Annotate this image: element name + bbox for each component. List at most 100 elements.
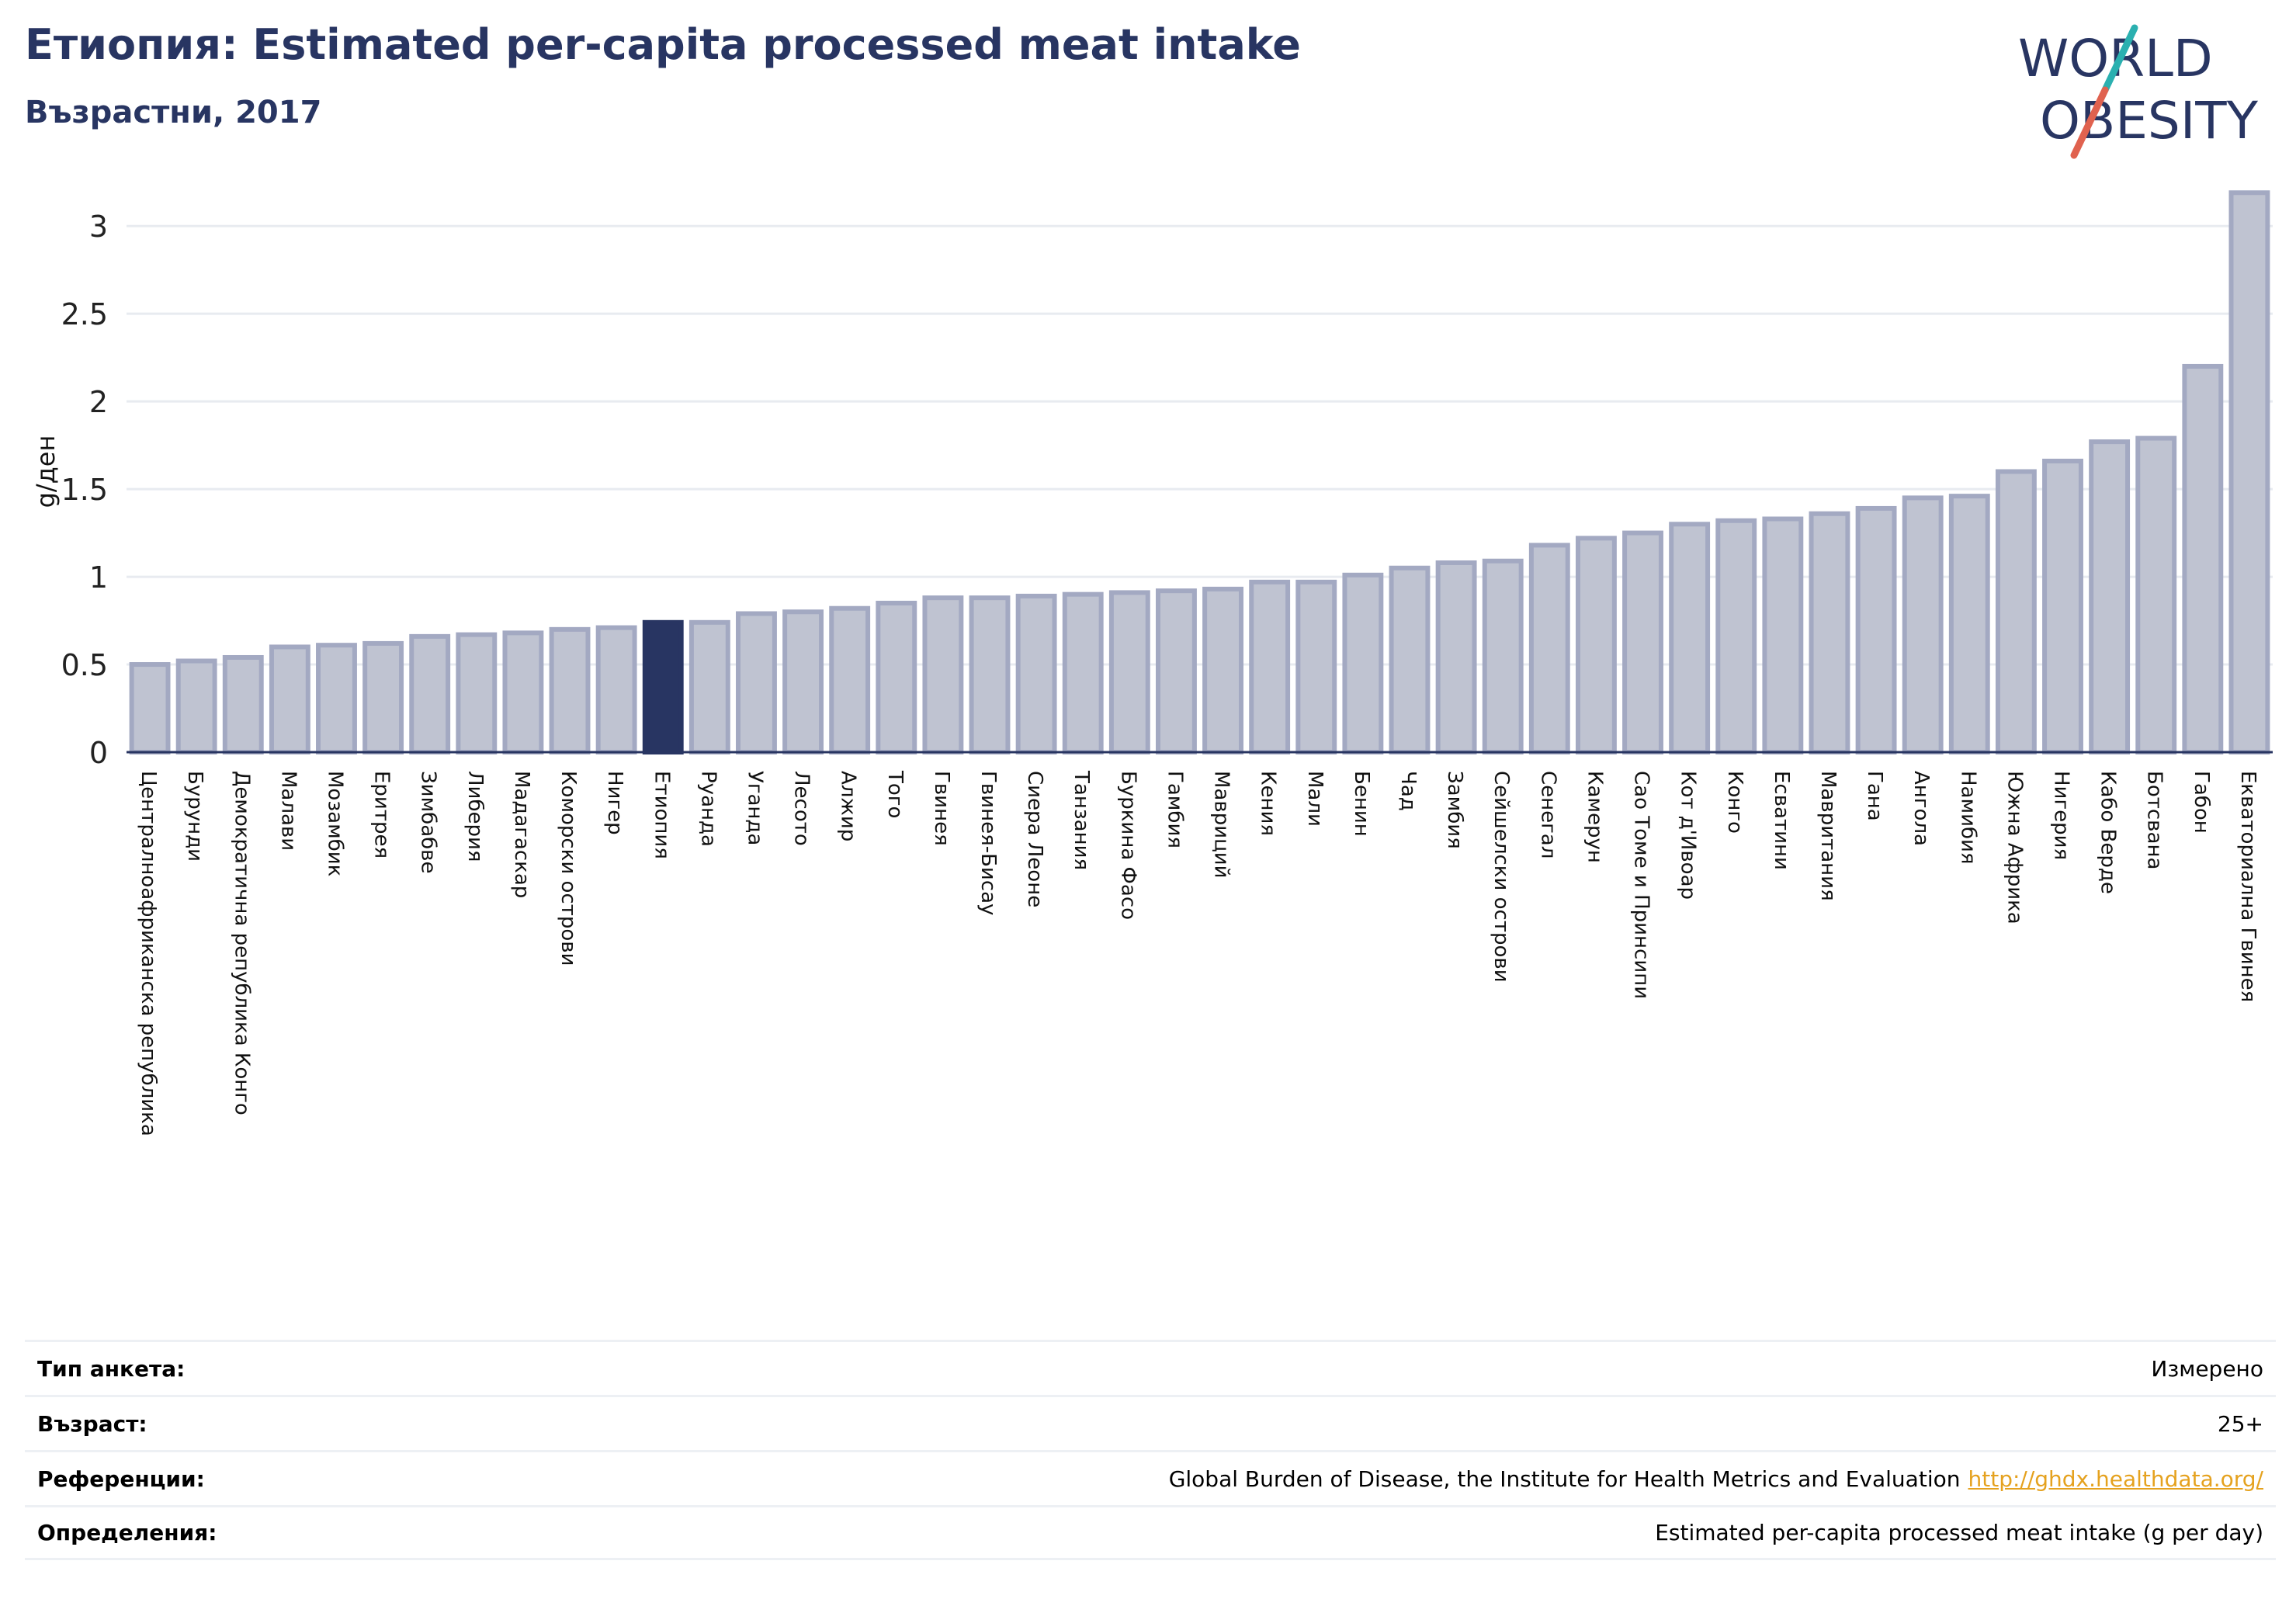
bar	[1622, 530, 1663, 754]
info-row-references: Референции: Global Burden of Disease, th…	[25, 1450, 2276, 1505]
bar	[1249, 579, 1291, 755]
bar	[2042, 458, 2083, 754]
x-tick-label: Того	[883, 770, 907, 818]
x-tick-label: Габон	[2190, 771, 2213, 834]
logo-slash-red	[2070, 86, 2109, 159]
bar	[1809, 511, 1850, 754]
x-tick-label: Намибия	[1956, 771, 1979, 865]
x-tick-label: Алжир	[837, 771, 860, 841]
x-tick-label: Демократична република Конго	[230, 771, 253, 1115]
reference-text: Global Burden of Disease, the Institute …	[1168, 1465, 1961, 1492]
y-tick-label: 3	[89, 210, 108, 244]
info-label: Възраст:	[37, 1410, 147, 1437]
bar	[175, 658, 217, 755]
y-tick-label: 1.5	[61, 473, 108, 507]
x-tick-label: Сиера Леоне	[1023, 771, 1046, 907]
x-tick-label: Нигер	[603, 771, 626, 835]
info-label: Тип анкета:	[37, 1355, 186, 1382]
y-axis-label: g/ден	[31, 435, 61, 508]
bar	[595, 625, 637, 754]
y-tick-label: 1	[89, 560, 108, 595]
y-tick-label: 0	[89, 736, 108, 770]
x-tick-label: Мавритания	[1816, 771, 1840, 901]
bar	[2228, 190, 2270, 754]
bar	[1062, 591, 1104, 754]
reference-link[interactable]: http://ghdx.healthdata.org/	[1968, 1465, 2263, 1492]
bar	[409, 633, 451, 754]
x-tick-label: Танзания	[1070, 770, 1093, 870]
x-tick-label: Лесото	[790, 771, 813, 846]
x-tick-label: Еритрея	[370, 771, 394, 858]
logo-slash-teal	[2101, 24, 2138, 94]
info-value: Global Burden of Disease, the Institute …	[1169, 1466, 2263, 1492]
bar	[129, 662, 171, 754]
x-tick-label: Сао Томе и Принсипи	[1630, 771, 1653, 999]
bar	[876, 600, 917, 754]
bar	[1482, 558, 1524, 755]
x-tick-label: Уганда	[743, 771, 766, 845]
bar	[1108, 590, 1150, 754]
bar	[1902, 495, 1944, 754]
bar	[2089, 439, 2131, 754]
bar	[269, 644, 310, 754]
bar	[549, 626, 591, 754]
x-tick-label: Мадагаскар	[510, 771, 533, 898]
bar	[1528, 543, 1570, 754]
bar	[782, 609, 824, 754]
info-row-survey-type: Тип анкета: Измерено	[25, 1340, 2276, 1395]
x-tick-label: Чад	[1396, 771, 1420, 811]
bar	[969, 595, 1011, 754]
x-tick-label: Гана	[1863, 771, 1886, 821]
bar	[456, 632, 498, 755]
x-tick-label: Руанда	[696, 771, 720, 847]
bar	[2182, 363, 2224, 754]
x-tick-label: Буркина Фасо	[1116, 771, 1139, 920]
x-tick-label: Замбия	[1443, 771, 1466, 849]
bar-chart: 0 0.5 1 1.5 2 2.5 3 g/ден Централноафриканска ре…	[31, 190, 2273, 1136]
info-label: Определения:	[37, 1520, 217, 1545]
x-tick-label: Кот д'Ивоар	[1677, 771, 1700, 900]
bar	[736, 611, 777, 755]
bar	[1342, 572, 1384, 754]
bar	[1762, 516, 1804, 754]
page-subtitle: Възрастни, 2017	[25, 95, 322, 130]
x-tick-label: Бенин	[1350, 771, 1373, 837]
x-tick-label: Камерун	[1583, 771, 1606, 863]
x-tick-label: Есватини	[1770, 771, 1793, 870]
x-tick-label: Конго	[1723, 771, 1746, 834]
x-tick-label: Централноафриканска република	[137, 771, 160, 1136]
bar	[1948, 494, 1990, 754]
bar	[1669, 522, 1711, 754]
bar	[316, 643, 357, 754]
x-tick-label: Кабо Верде	[2097, 771, 2120, 894]
bar	[1995, 469, 2037, 754]
x-tick-label: Либерия	[463, 771, 487, 862]
bar	[222, 654, 264, 755]
x-tick-label: Екваториална Гвинея	[2236, 771, 2260, 1002]
logo-text-obesity: OBESITY	[2040, 91, 2259, 151]
info-value: Estimated per-capita processed meat inta…	[1655, 1520, 2263, 1545]
bar	[922, 595, 964, 754]
x-tick-label: Нигерия	[2050, 771, 2073, 860]
bar	[1389, 565, 1431, 754]
bar	[829, 605, 871, 755]
x-tick-label: Мавриций	[1210, 771, 1233, 879]
x-tick-label: Ангола	[1909, 771, 1933, 846]
info-row-age: Възраст: 25+	[25, 1395, 2276, 1450]
logo-text-world: WORLD	[2018, 29, 2213, 88]
page-title: Етиопия: Estimated per-capita processed …	[25, 20, 1301, 69]
bar	[1202, 586, 1243, 754]
bar	[642, 619, 684, 755]
bar	[688, 619, 730, 755]
y-tick-label: 2	[89, 385, 108, 419]
x-tick-label: Бурунди	[183, 771, 206, 862]
bar	[1156, 588, 1197, 755]
y-tick-label: 2.5	[61, 297, 108, 331]
bar	[2135, 435, 2177, 755]
info-label: Референции:	[37, 1465, 205, 1492]
x-tick-label: Кения	[1257, 771, 1280, 836]
x-tick-label: Южна Африка	[2003, 771, 2026, 924]
info-value: Измерено	[2151, 1355, 2263, 1382]
x-tick-label: Гамбия	[1163, 771, 1186, 848]
info-table: Тип анкета: Измерено Възраст: 25+ Рефере…	[25, 1340, 2276, 1560]
